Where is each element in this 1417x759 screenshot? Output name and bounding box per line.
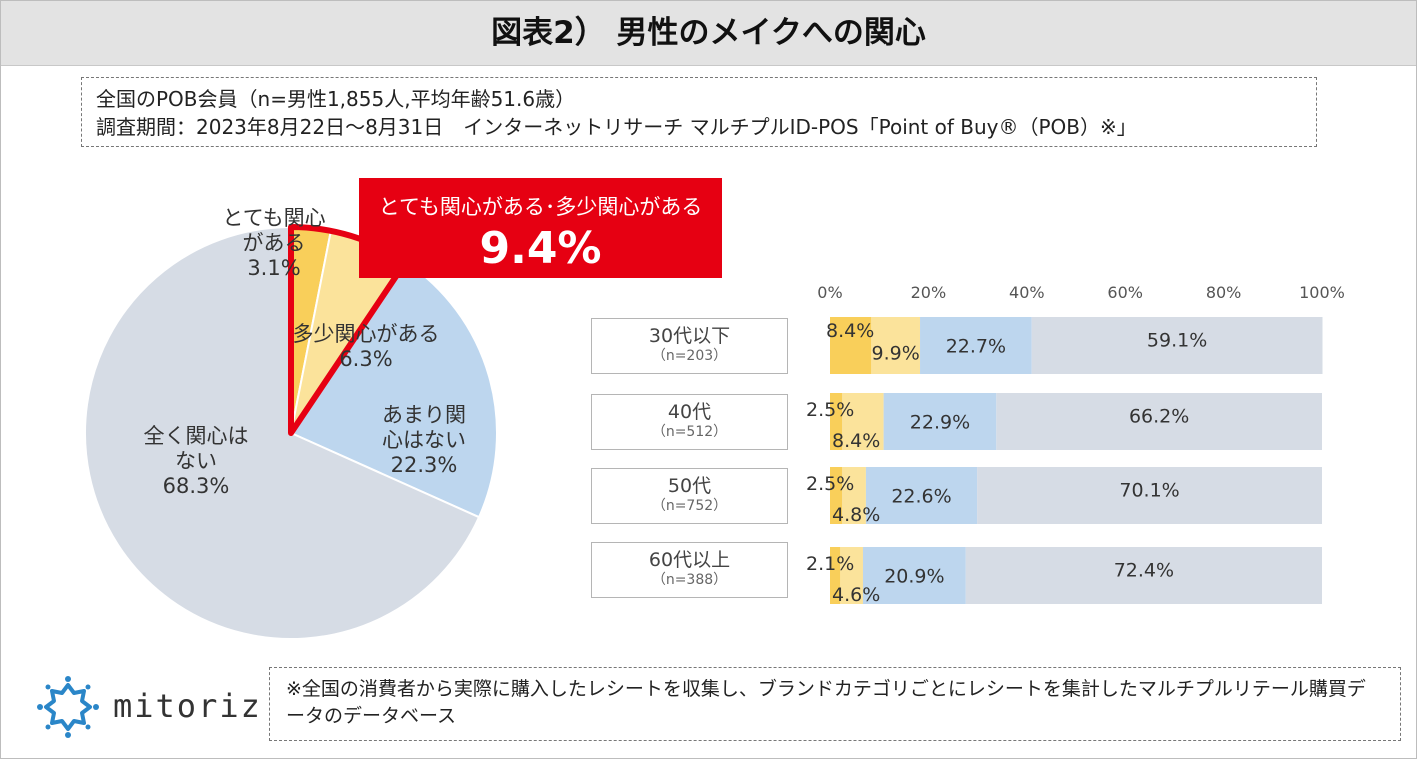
pie-label-very: とても関心 がある 3.1%	[219, 206, 329, 281]
category-box-50s: 50代 （n=752）	[591, 468, 788, 524]
category-label: 60代以上	[648, 549, 731, 571]
bar-seg-very	[830, 393, 843, 450]
x-tick-label: 100%	[1299, 283, 1345, 302]
bar-seg-little	[920, 317, 1032, 374]
bar-seg-some	[871, 317, 921, 374]
category-label: 50代	[667, 475, 712, 497]
x-tick-label: 0%	[817, 283, 842, 302]
x-tick-label: 20%	[911, 283, 947, 302]
category-n: （n=388）	[651, 572, 728, 588]
bar-value-label: 22.9%	[910, 412, 970, 434]
category-box-60s: 60代以上 （n=388）	[591, 542, 788, 598]
pie-label-some-name: 多少関心がある	[292, 322, 440, 346]
pie-label-none-pct: 68.3%	[162, 474, 230, 498]
pie-slice-none	[84, 225, 481, 640]
pie-label-none: 全く関心は ない 68.3%	[131, 424, 261, 499]
survey-period-text: 調査期間：2023年8月22日～8月31日 インターネットリサーチ マルチプルI…	[96, 115, 1137, 139]
bar-seg-none	[1031, 317, 1323, 374]
pie-label-some: 多少関心がある 6.3%	[286, 322, 446, 372]
x-tick-label: 60%	[1107, 283, 1143, 302]
pie-label-little: あまり関 心はない 22.3%	[369, 403, 479, 478]
bar-seg-none	[977, 467, 1322, 524]
bar-value-label: 22.6%	[891, 486, 951, 508]
pie-label-very-name-1: とても関心	[222, 206, 326, 230]
pie-slice-little	[289, 260, 498, 519]
bar-value-label: 8.4%	[826, 320, 874, 342]
callout-value: 9.4%	[479, 223, 602, 274]
bar-seg-little	[883, 393, 997, 450]
pie-label-none-name-1: 全く関心は	[143, 424, 249, 448]
mitoriz-logo: mitoriz	[35, 675, 260, 739]
category-label: 30代以下	[648, 325, 731, 347]
mitoriz-logo-icon	[37, 676, 99, 738]
bar-value-label: 72.4%	[1114, 560, 1174, 582]
callout-label: とても関心がある･多少関心がある	[378, 195, 703, 219]
category-box-30s: 30代以下 （n=203）	[591, 318, 788, 374]
bar-seg-very	[830, 317, 872, 374]
category-label: 40代	[667, 401, 712, 423]
bar-value-label: 2.1%	[806, 553, 854, 575]
bar-value-label: 4.8%	[832, 504, 880, 526]
bar-value-label: 59.1%	[1147, 330, 1207, 352]
pie-label-some-pct: 6.3%	[339, 347, 393, 371]
category-box-40s: 40代 （n=512）	[591, 394, 788, 450]
bar-value-label: 22.7%	[946, 336, 1006, 358]
category-n: （n=203）	[651, 348, 728, 364]
category-n: （n=512）	[651, 424, 728, 440]
pie-label-little-name-1: あまり関	[382, 403, 466, 427]
survey-sample-text: 全国のPOB会員（n=男性1,855人,平均年齢51.6歳）	[96, 87, 576, 111]
bar-value-label: 66.2%	[1129, 406, 1189, 428]
bar-seg-little	[865, 467, 978, 524]
bar-value-label: 4.6%	[832, 584, 880, 606]
pie-label-little-name-2: 心はない	[382, 428, 466, 452]
pie-label-none-name-2: ない	[175, 449, 217, 473]
bar-value-label: 2.5%	[806, 399, 854, 421]
bar-seg-some	[840, 547, 863, 604]
interest-callout: とても関心がある･多少関心がある 9.4%	[359, 178, 722, 278]
header-bar: 図表2） 男性のメイクへの関心	[1, 1, 1416, 66]
bar-value-label: 8.4%	[832, 430, 880, 452]
chart-title: 図表2） 男性のメイクへの関心	[491, 15, 926, 51]
bar-value-label: 20.9%	[884, 566, 944, 588]
bar-value-label: 2.5%	[806, 473, 854, 495]
footnote-text: ※全国の消費者から実際に購入したレシートを収集し、ブランドカテゴリごとにレシート…	[286, 678, 1366, 727]
x-tick-label: 40%	[1009, 283, 1045, 302]
bar-seg-none	[996, 393, 1322, 450]
bar-seg-none	[965, 547, 1322, 604]
pie-label-very-name-2: がある	[242, 231, 306, 255]
bar-seg-very	[830, 467, 843, 524]
mitoriz-logo-text: mitoriz	[113, 687, 262, 725]
category-n: （n=752）	[651, 498, 728, 514]
survey-info-box: 全国のPOB会員（n=男性1,855人,平均年齢51.6歳） 調査期間：2023…	[81, 77, 1317, 147]
bar-seg-some	[842, 467, 866, 524]
bar-seg-very	[830, 547, 841, 604]
footnote-box: ※全国の消費者から実際に購入したレシートを収集し、ブランドカテゴリごとにレシート…	[269, 667, 1401, 741]
bar-value-label: 9.9%	[872, 343, 920, 365]
x-tick-label: 80%	[1206, 283, 1242, 302]
pie-label-little-pct: 22.3%	[390, 453, 458, 477]
bar-value-label: 70.1%	[1119, 480, 1179, 502]
bar-seg-little	[862, 547, 966, 604]
pie-label-very-pct: 3.1%	[247, 256, 301, 280]
bar-seg-some	[842, 393, 884, 450]
